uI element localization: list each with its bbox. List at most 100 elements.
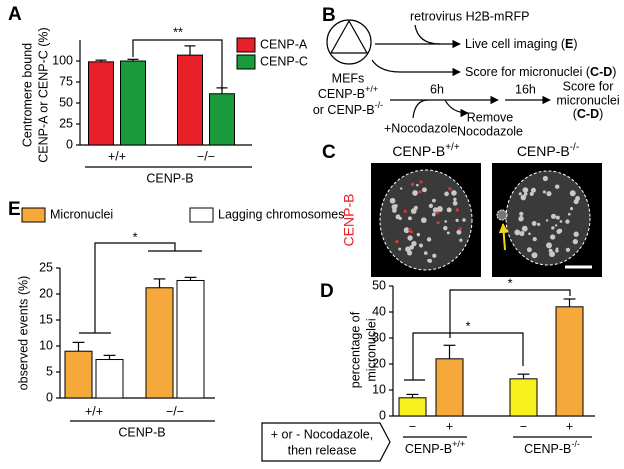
step-label: Score for — [563, 79, 614, 93]
y-tick-label: 100 — [52, 53, 73, 67]
y-tick-label: 40 — [372, 304, 386, 318]
speckle — [529, 191, 534, 197]
y-axis-label: percentage of — [348, 311, 362, 388]
y-axis-label: Centromere bound — [20, 43, 34, 147]
speckle — [458, 227, 462, 231]
speckle — [537, 222, 541, 226]
speckle — [514, 229, 521, 236]
speckle — [567, 212, 571, 216]
y-tick-label: 5 — [46, 364, 53, 378]
arrow — [412, 99, 429, 119]
bar — [435, 358, 464, 417]
image-title: CENP-B+/+ — [392, 142, 460, 159]
speckle — [410, 182, 415, 186]
speckle — [531, 252, 538, 259]
speckle — [403, 227, 410, 234]
speckle — [570, 207, 574, 211]
x-tick-label: − — [520, 419, 527, 433]
speckle — [426, 237, 432, 242]
speckle — [446, 231, 450, 235]
stain-label: CENP-B — [341, 194, 357, 247]
group-label-text: CENP-B — [524, 442, 571, 456]
x-tick-label: −/− — [166, 404, 184, 418]
speckle — [521, 225, 528, 232]
step-label: Score for micronuclei (C-D) — [465, 65, 616, 79]
speckle — [398, 247, 402, 251]
legend-swatch — [236, 37, 256, 53]
x-tick-label: + — [446, 419, 453, 433]
y-tick-label: 50 — [59, 95, 73, 109]
speckle — [462, 218, 466, 222]
arrow — [444, 99, 469, 118]
arrow — [414, 24, 441, 45]
speckle — [526, 247, 532, 253]
group-label-sup: -/- — [571, 439, 580, 449]
group-label-sup: +/+ — [452, 439, 465, 449]
cell-label: CENP-B+/+ — [318, 84, 378, 101]
speckle — [443, 225, 448, 231]
speckle — [549, 251, 555, 258]
time-label: 16h — [515, 82, 536, 96]
speckle — [573, 199, 579, 205]
bar — [509, 378, 538, 417]
speckle — [546, 191, 552, 197]
step-label: retrovirus H2B-mRFP — [410, 9, 529, 23]
speckle — [436, 206, 443, 212]
speckle — [518, 192, 522, 196]
speckle — [455, 218, 459, 222]
speckle — [421, 217, 427, 224]
speckle — [428, 203, 434, 208]
significance-label: ** — [173, 25, 183, 39]
images: C CENP-B+/+ CENP-B-/- CENP-B — [322, 142, 602, 277]
speckle — [419, 180, 423, 184]
speckle — [422, 187, 427, 193]
y-tick-label: 50 — [372, 278, 386, 292]
panel-label: B — [322, 5, 336, 26]
y-tick-label: 0 — [66, 137, 73, 151]
speckle — [569, 190, 576, 197]
significance-bracket — [132, 39, 223, 90]
speckle — [410, 208, 417, 215]
arrow — [498, 223, 509, 251]
speckle — [565, 219, 570, 224]
speckle — [446, 207, 452, 213]
speckle — [550, 234, 556, 240]
y-tick-label: 20 — [39, 286, 53, 300]
significance-label: * — [466, 319, 471, 333]
note-box — [261, 422, 391, 462]
speckle — [518, 216, 524, 222]
speckle — [407, 235, 413, 241]
bar — [176, 279, 205, 399]
speckle — [545, 219, 549, 222]
legend-label: CENP-A — [260, 37, 308, 51]
speckle — [519, 230, 525, 237]
speckle — [432, 253, 437, 258]
speckle — [431, 212, 436, 217]
speckle — [399, 187, 403, 190]
speckle — [432, 207, 439, 213]
y-tick-label: 0 — [46, 390, 53, 404]
speckle — [530, 187, 536, 193]
speckle — [408, 216, 412, 221]
legend-label: CENP-C — [260, 54, 308, 68]
speckle — [432, 198, 436, 203]
speckle — [419, 243, 423, 248]
y-tick-label: 10 — [372, 382, 386, 396]
time-label: 6h — [430, 82, 444, 96]
cell-icon — [326, 19, 372, 65]
speckle — [520, 194, 527, 201]
x-axis-label: CENP-B — [146, 171, 193, 185]
x-axis-label: CENP-B — [118, 425, 165, 439]
y-axis-label: micronuclei — [364, 318, 378, 381]
speckle — [559, 220, 563, 223]
speckle — [555, 249, 559, 253]
speckle — [455, 208, 459, 212]
panel-label: D — [320, 281, 334, 302]
speckle — [542, 190, 546, 194]
x-tick-label: +/+ — [85, 404, 103, 418]
speckle — [448, 187, 452, 191]
speckle — [416, 183, 419, 187]
step-label: (C-D) — [573, 107, 604, 121]
speckle — [418, 190, 422, 194]
